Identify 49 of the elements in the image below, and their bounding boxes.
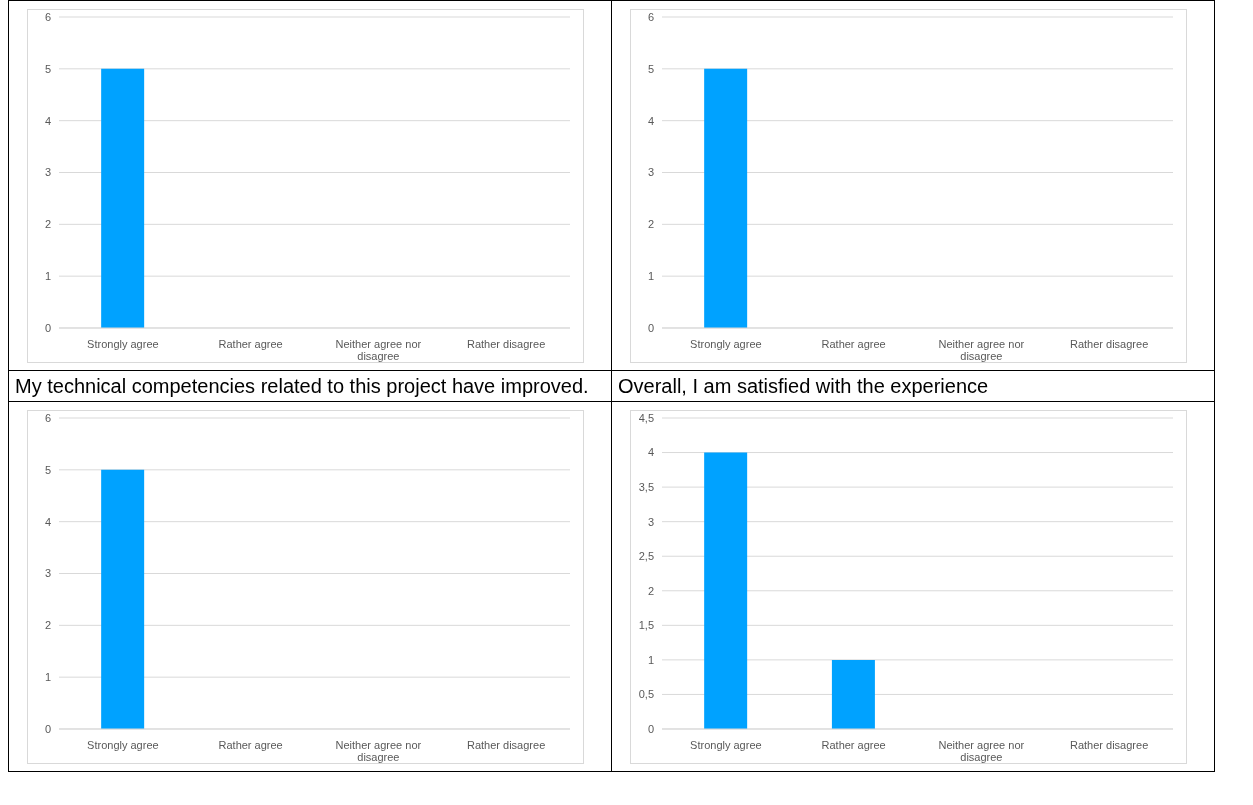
y-tick-label: 4	[44, 515, 51, 528]
x-tick-label: Neither agree nor disagree	[938, 338, 1025, 362]
x-tick-label: Neither agree nor disagree	[335, 739, 422, 763]
x-tick-label: Rather agree	[218, 338, 283, 350]
y-tick-label: 0	[44, 321, 51, 334]
y-tick-label: 0,5	[638, 688, 654, 701]
y-tick-label: 1	[44, 270, 51, 283]
y-tick-label: 1	[44, 671, 51, 684]
y-tick-label: 1	[647, 270, 654, 283]
y-tick-label: 6	[44, 411, 51, 424]
y-tick-label: 4	[44, 114, 51, 127]
y-tick-label: 3	[647, 166, 654, 179]
y-tick-label: 2	[647, 218, 654, 231]
x-tick-label: Strongly agree	[87, 338, 159, 350]
y-tick-label: 5	[44, 62, 51, 75]
x-tick-label: Strongly agree	[87, 739, 159, 751]
y-tick-label: 0	[44, 722, 51, 735]
y-tick-label: 4,5	[638, 411, 654, 424]
y-tick-label: 5	[44, 463, 51, 476]
x-tick-label: Rather disagree	[1069, 739, 1149, 751]
x-tick-label: Rather disagree	[1069, 338, 1149, 350]
y-tick-label: 0	[647, 722, 654, 735]
x-tick-label: Rather disagree	[466, 739, 546, 751]
x-tick-label: Rather agree	[821, 338, 886, 350]
y-tick-label: 1,5	[638, 619, 654, 632]
y-tick-label: 3	[44, 166, 51, 179]
x-tick-label: Neither agree nor disagree	[938, 739, 1025, 763]
y-tick-label: 0	[647, 321, 654, 334]
x-tick-label: Rather agree	[821, 739, 886, 751]
y-tick-label: 4	[647, 446, 654, 459]
text: Overall, I am satisfied with the experience	[618, 374, 990, 399]
y-tick-label: 2	[44, 218, 51, 231]
x-tick-label: Strongly agree	[690, 739, 762, 751]
y-tick-label: 3,5	[638, 481, 654, 494]
y-tick-label: 3	[44, 567, 51, 580]
y-tick-label: 4	[647, 114, 654, 127]
y-tick-label: 6	[44, 10, 51, 23]
x-tick-label: Rather agree	[218, 739, 283, 751]
y-tick-label: 6	[647, 10, 654, 23]
x-tick-label: Rather disagree	[466, 338, 546, 350]
y-tick-label: 3	[647, 515, 654, 528]
text: My technical competencies related to this project have improved.	[15, 374, 590, 399]
x-tick-label: Neither agree nor disagree	[335, 338, 422, 362]
x-tick-label: Strongly agree	[690, 338, 762, 350]
y-tick-label: 2	[647, 584, 654, 597]
y-tick-label: 2	[44, 619, 51, 632]
y-tick-label: 2,5	[638, 550, 654, 563]
y-tick-label: 5	[647, 62, 654, 75]
y-tick-label: 1	[647, 653, 654, 666]
